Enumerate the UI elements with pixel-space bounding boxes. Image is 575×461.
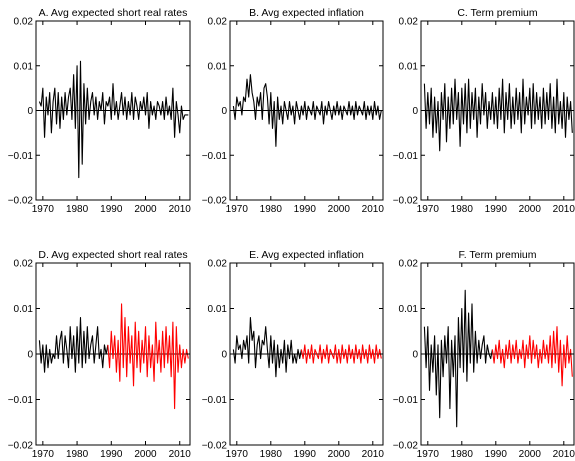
panel-d: D. Avg expected short real rates 0.02 0.01… xyxy=(8,249,192,460)
panel-c-xtick-label: 2000 xyxy=(519,204,542,215)
panel-d-ytick-label: −0.01 xyxy=(8,395,34,406)
panel-f-series-black xyxy=(423,289,493,428)
panel-e-ytick-label: 0.01 xyxy=(208,304,228,315)
panel-d-ytick-label: 0.02 xyxy=(14,259,34,270)
panel-d-xtick-label: 1990 xyxy=(100,449,123,460)
panel-e-ytick-label: −0.02 xyxy=(202,441,228,452)
panel-b-ytick-label: 0.02 xyxy=(208,17,228,28)
panel-a-xtick-label: 2000 xyxy=(134,204,157,215)
panel-b-ytick-label: 0 xyxy=(221,106,227,117)
panel-b-xtick-label: 2010 xyxy=(362,204,385,215)
panel-e-ytick-label: 0.02 xyxy=(208,259,228,270)
panel-e-title: E. Avg expected inflation xyxy=(249,249,364,261)
panel-b-xtick-label: 1970 xyxy=(226,204,249,215)
panel-a-xtick-label: 2010 xyxy=(169,204,192,215)
panel-c-xtick-label: 1990 xyxy=(485,204,508,215)
panel-f-series-red xyxy=(491,326,573,387)
panel-f-title: F. Term premium xyxy=(459,249,537,261)
panel-e-xtick-label: 2010 xyxy=(362,449,385,460)
panel-a-series-black xyxy=(38,60,189,179)
panel-c-title: C. Term premium xyxy=(457,7,538,19)
panel-a-ytick-label: −0.01 xyxy=(8,151,34,162)
panel-c-ytick-label: −0.02 xyxy=(393,196,419,207)
panel-b-series-black xyxy=(232,74,382,147)
panel-d-series-black xyxy=(38,317,109,373)
panel-f-ytick-label: 0 xyxy=(412,350,418,361)
panel-b-title: B. Avg expected inflation xyxy=(249,7,364,19)
panel-b: B. Avg expected inflation 0.02 0.01 0 −0.01 −… xyxy=(202,7,385,215)
panel-f-ytick-label: 0.02 xyxy=(399,259,419,270)
panel-c-xtick-label: 1970 xyxy=(417,204,440,215)
panel-b-xtick-label: 1990 xyxy=(294,204,317,215)
panel-a-title: A. Avg expected short real rates xyxy=(39,7,188,19)
panel-d-title: D. Avg expected short real rates xyxy=(38,249,187,261)
panel-d-ytick-label: −0.02 xyxy=(8,441,34,452)
panel-a-ytick-label: 0.02 xyxy=(14,17,34,28)
panel-d-ytick-label: 0 xyxy=(27,350,33,361)
panel-e-xtick-label: 1990 xyxy=(294,449,317,460)
panel-b-ytick-label: −0.01 xyxy=(202,151,228,162)
panel-c-ytick-label: 0 xyxy=(412,106,418,117)
panel-f-ytick-label: 0.01 xyxy=(399,304,419,315)
panel-a: A. Avg expected short real rates 0.02 0.01… xyxy=(8,7,192,215)
panel-e-series-black xyxy=(232,317,302,378)
panel-c-xtick-label: 2010 xyxy=(553,204,575,215)
panel-f-xtick-label: 2010 xyxy=(553,449,575,460)
panel-e-ytick-label: −0.01 xyxy=(202,395,228,406)
panel-e-xtick-label: 1970 xyxy=(226,449,249,460)
panel-c-ytick-label: −0.01 xyxy=(393,151,419,162)
panel-b-xtick-label: 1980 xyxy=(260,204,283,215)
panel-a-xtick-label: 1970 xyxy=(32,204,55,215)
panel-d-xtick-label: 1980 xyxy=(66,449,89,460)
panel-b-ytick-label: −0.02 xyxy=(202,196,228,207)
panel-d-xtick-label: 1970 xyxy=(32,449,55,460)
panel-d-xtick-label: 2000 xyxy=(134,449,157,460)
panel-c-ytick-label: 0.02 xyxy=(399,17,419,28)
panel-e-series-red xyxy=(300,344,382,364)
panel-a-ytick-label: 0.01 xyxy=(14,61,34,72)
panel-f-ytick-label: −0.02 xyxy=(393,441,419,452)
panel-e-ytick-label: 0 xyxy=(221,350,227,361)
panel-e: E. Avg expected inflation 0.02 0.01 0 −0.01 −… xyxy=(202,249,385,460)
panel-f-xtick-label: 2000 xyxy=(519,449,542,460)
panel-b-ytick-label: 0.01 xyxy=(208,61,228,72)
panel-a-xtick-label: 1990 xyxy=(100,204,123,215)
panel-f-ytick-label: −0.01 xyxy=(393,395,419,406)
panel-a-ytick-label: −0.02 xyxy=(8,196,34,207)
panel-e-xtick-label: 1980 xyxy=(260,449,283,460)
panel-f-xtick-label: 1970 xyxy=(417,449,440,460)
panel-b-xtick-label: 2000 xyxy=(328,204,351,215)
panel-d-ytick-label: 0.01 xyxy=(14,304,34,315)
panel-c-ytick-label: 0.01 xyxy=(399,61,419,72)
panel-c-xtick-label: 1980 xyxy=(451,204,474,215)
panel-a-xtick-label: 1980 xyxy=(66,204,89,215)
panel-c-series-black xyxy=(423,78,573,152)
panel-a-ytick-label: 0 xyxy=(27,106,33,117)
panel-d-xtick-label: 2010 xyxy=(169,449,192,460)
panel-e-xtick-label: 2000 xyxy=(328,449,351,460)
panel-d-series-red xyxy=(107,303,189,410)
panel-f-xtick-label: 1980 xyxy=(451,449,474,460)
panel-f-xtick-label: 1990 xyxy=(485,449,508,460)
